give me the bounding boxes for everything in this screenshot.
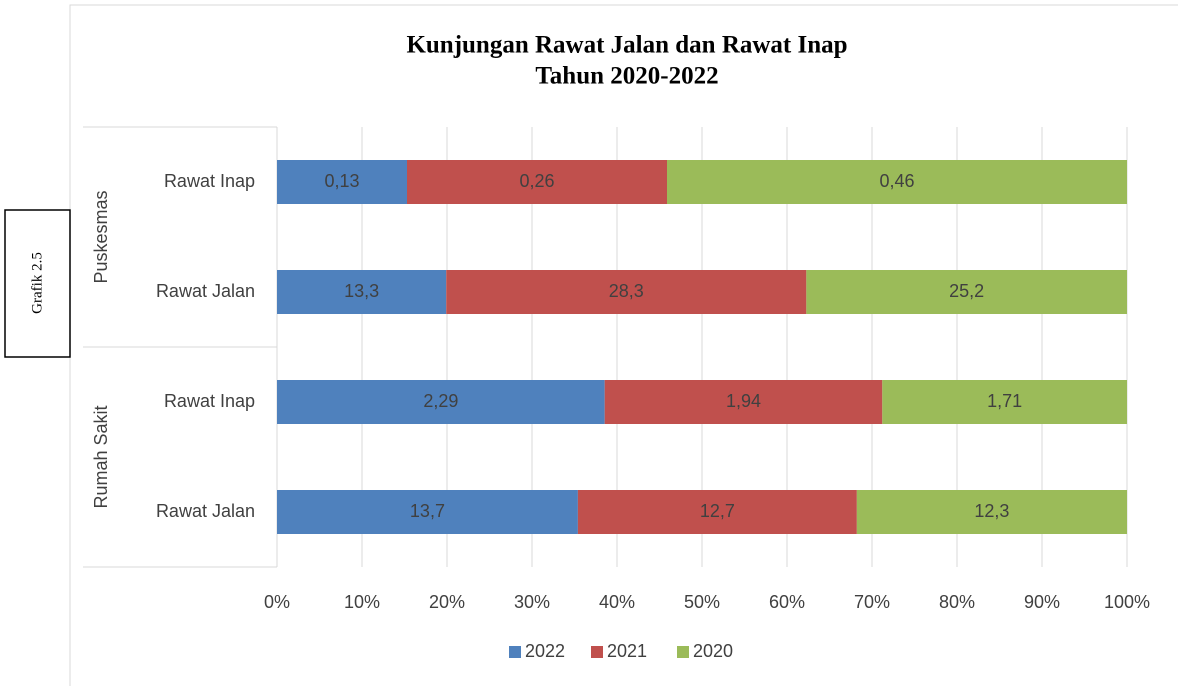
bar-segment	[577, 490, 857, 534]
x-tick-label: 40%	[599, 592, 635, 612]
group-label: Puskesmas	[91, 190, 111, 283]
x-tick-label: 20%	[429, 592, 465, 612]
data-label: 1,94	[726, 391, 761, 411]
data-label: 12,3	[974, 501, 1009, 521]
data-label: 1,71	[987, 391, 1022, 411]
x-tick-label: 50%	[684, 592, 720, 612]
x-tick-label: 0%	[264, 592, 290, 612]
chart-title: Kunjungan Rawat Jalan dan Rawat Inap	[406, 32, 847, 59]
data-label: 0,13	[324, 171, 359, 191]
x-tick-label: 80%	[939, 592, 975, 612]
bar-segment	[277, 490, 578, 534]
x-tick-label: 90%	[1024, 592, 1060, 612]
data-label: 25,2	[949, 281, 984, 301]
bar-segment	[604, 380, 883, 424]
data-label: 0,26	[519, 171, 554, 191]
chart-frame	[69, 4, 1178, 686]
bar-segment	[667, 160, 1127, 204]
data-label: 13,7	[410, 501, 445, 521]
side-box	[4, 209, 71, 358]
data-label: 13,3	[344, 281, 379, 301]
side-label: Grafik 2.5	[29, 252, 45, 314]
x-tick-label: 30%	[514, 592, 550, 612]
data-label: 0,46	[879, 171, 914, 191]
x-tick-label: 10%	[344, 592, 380, 612]
legend-label: 2021	[607, 641, 647, 661]
bar-segment	[806, 270, 1127, 314]
chart-title: Tahun 2020-2022	[535, 63, 718, 90]
bar-segment	[277, 270, 447, 314]
data-label: 28,3	[609, 281, 644, 301]
y-tick-label: Rawat Inap	[164, 171, 255, 191]
x-tick-label: 60%	[769, 592, 805, 612]
legend-swatch	[677, 646, 689, 658]
bar-segment	[446, 270, 807, 314]
bar-segment	[277, 160, 407, 204]
group-label: Rumah Sakit	[91, 405, 111, 508]
bar-segment	[856, 490, 1127, 534]
bar-segment	[407, 160, 667, 204]
data-label: 12,7	[700, 501, 735, 521]
legend-label: 2022	[525, 641, 565, 661]
y-tick-label: Rawat Inap	[164, 391, 255, 411]
data-label: 2,29	[423, 391, 458, 411]
legend-swatch	[591, 646, 603, 658]
y-tick-label: Rawat Jalan	[156, 281, 255, 301]
x-tick-label: 100%	[1104, 592, 1150, 612]
bar-segment	[882, 380, 1127, 424]
bar-segment	[277, 380, 605, 424]
legend-swatch	[509, 646, 521, 658]
legend-label: 2020	[693, 641, 733, 661]
x-tick-label: 70%	[854, 592, 890, 612]
y-tick-label: Rawat Jalan	[156, 501, 255, 521]
